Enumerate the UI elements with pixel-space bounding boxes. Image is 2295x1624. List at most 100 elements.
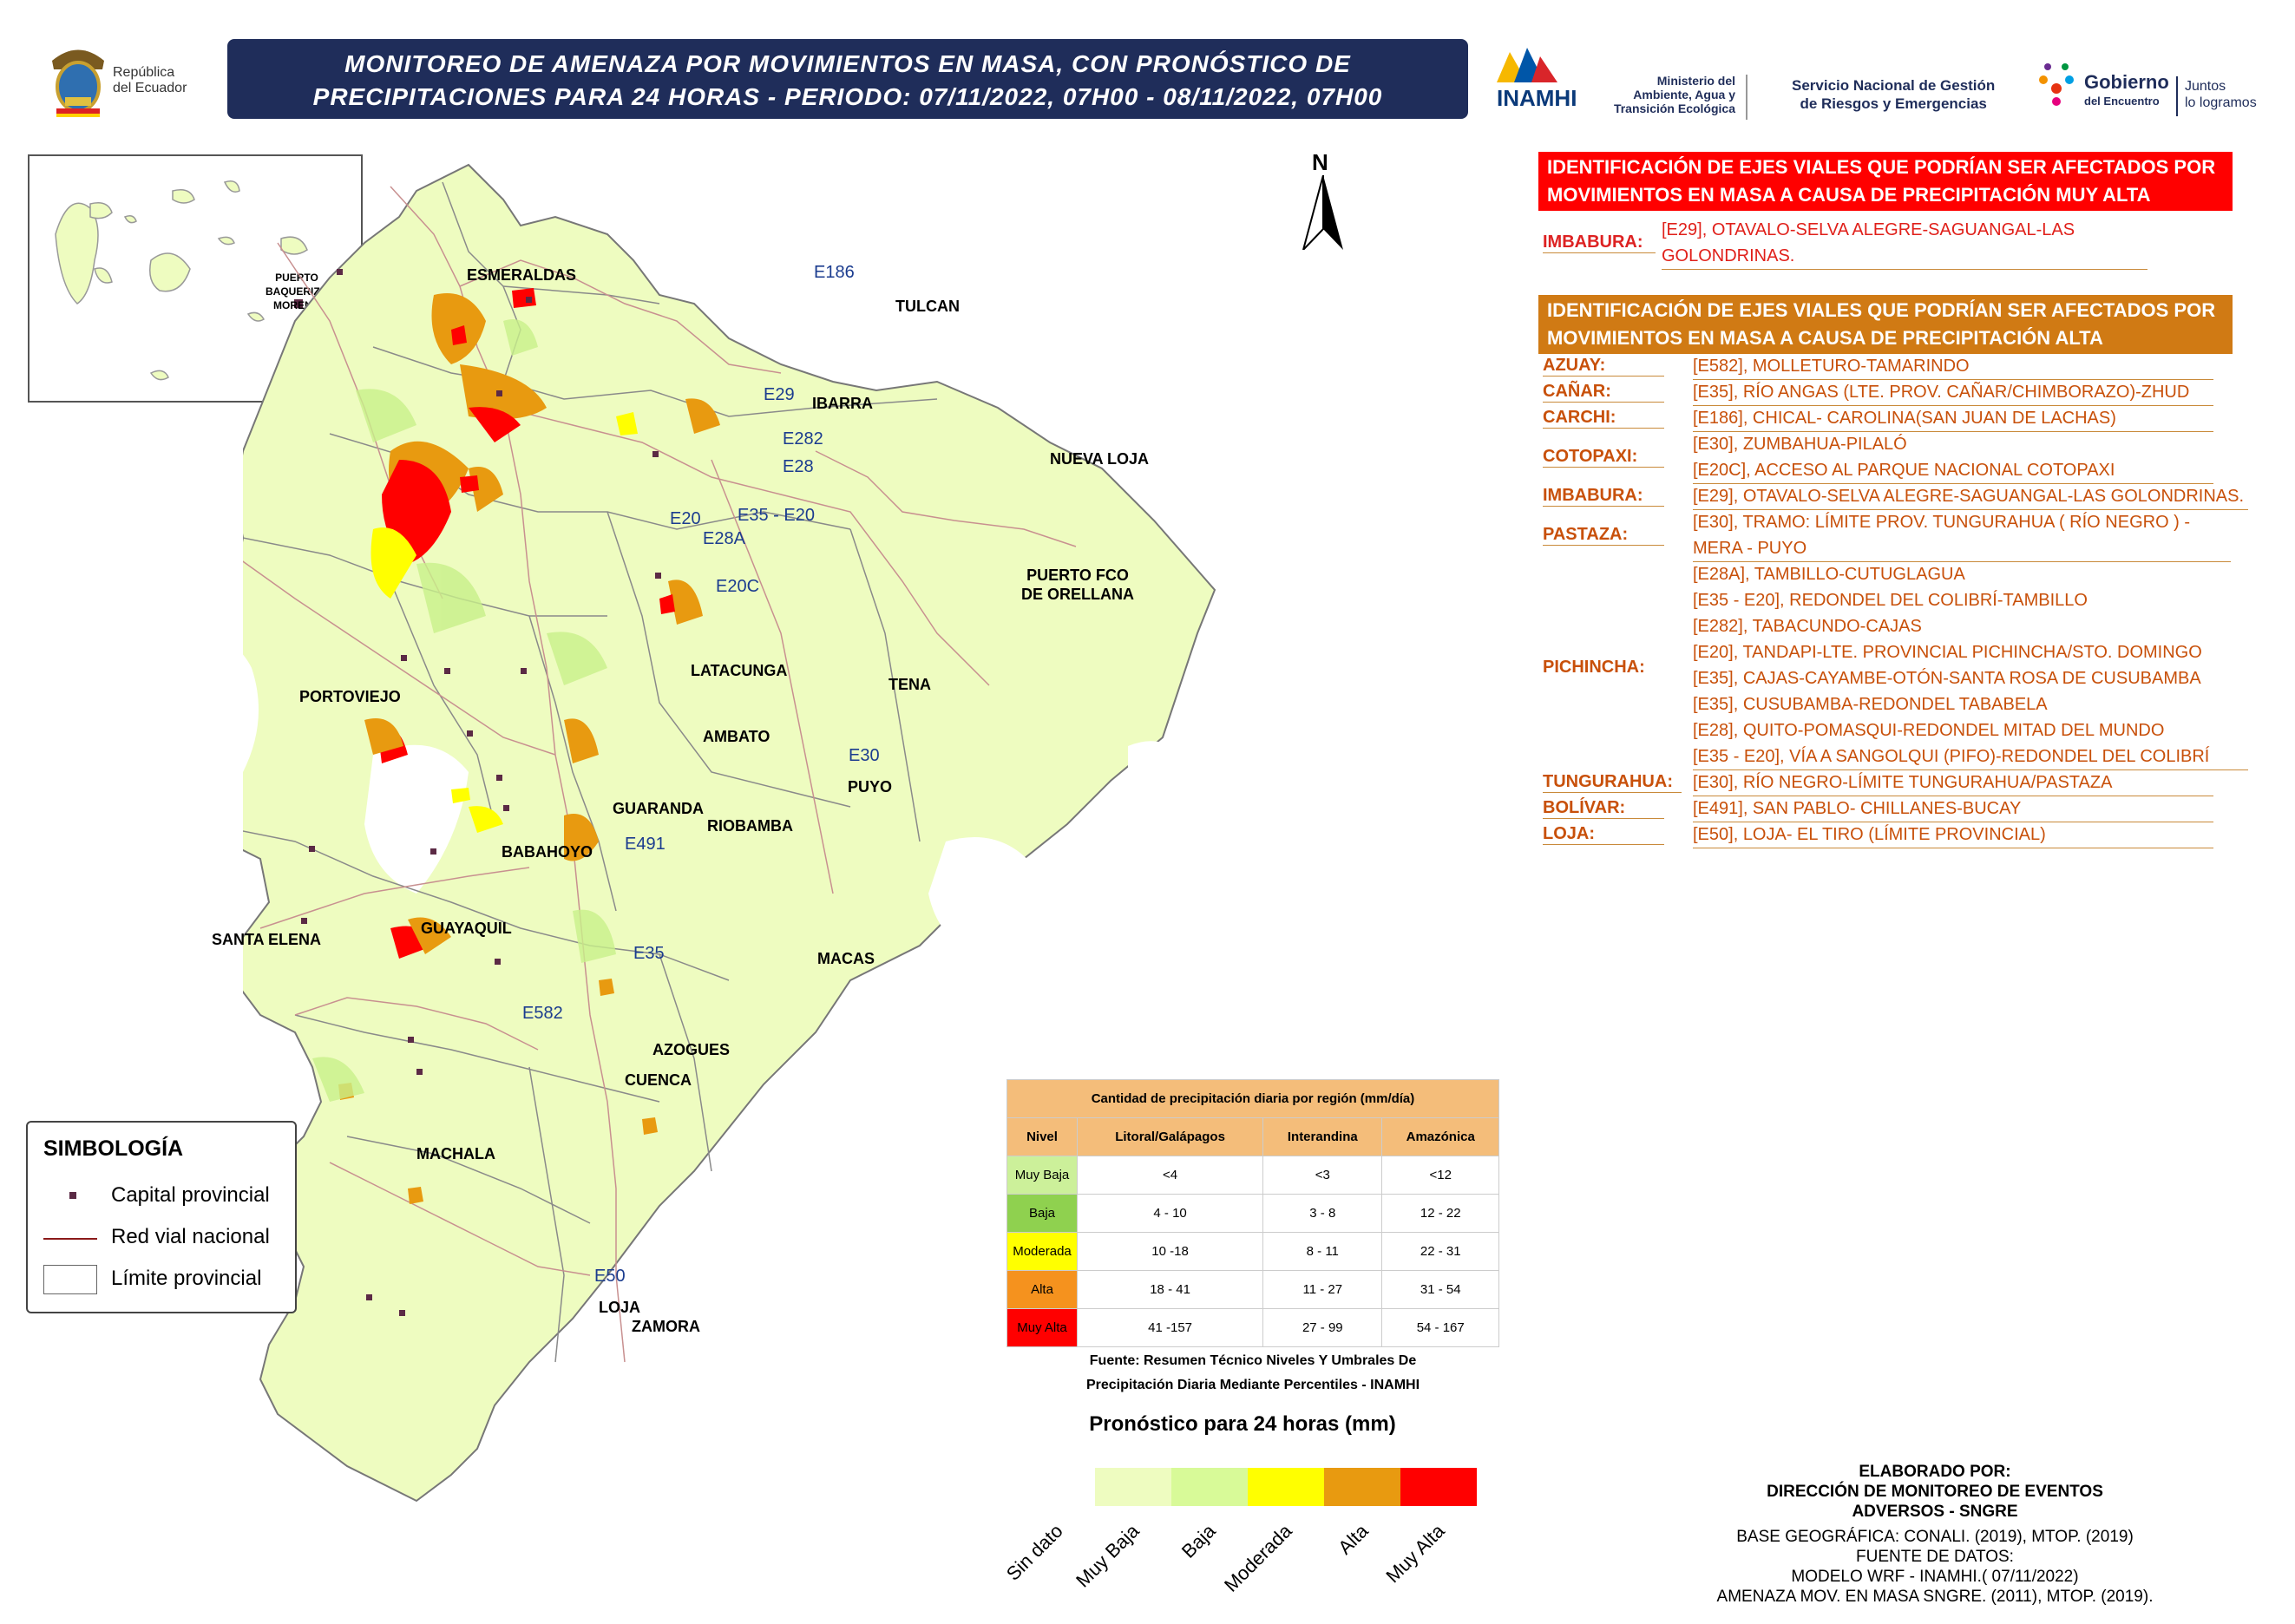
- table-header: Interandina: [1262, 1117, 1383, 1156]
- level-muy-alta: Muy Alta: [1007, 1308, 1078, 1347]
- table-cell: 10 -18: [1076, 1232, 1264, 1271]
- precipitation-hotspots: [338, 288, 720, 1204]
- city-tena: TENA: [888, 676, 931, 693]
- prov-azuay: AZUAY:: [1543, 356, 1664, 377]
- city-ambato: AMBATO: [703, 728, 770, 745]
- city-babahoyo: BABAHOYO: [502, 843, 593, 861]
- city-guayaquil: GUAYAQUIL: [421, 920, 512, 937]
- level-baja: Baja: [1007, 1194, 1078, 1233]
- road-label-e35: E35: [633, 944, 665, 963]
- level-muy-baja: Muy Baja: [1007, 1156, 1078, 1195]
- road-label-e30: E30: [849, 746, 880, 765]
- symbology-limit-label: Límite provincial: [111, 1267, 262, 1290]
- table-header: Amazónica: [1381, 1117, 1499, 1156]
- table-cell: 4 - 10: [1076, 1194, 1264, 1233]
- table-header: Nivel: [1007, 1117, 1078, 1156]
- table-title: Cantidad de precipitación diaria por reg…: [1007, 1079, 1499, 1118]
- table-cell: 54 - 167: [1381, 1308, 1499, 1347]
- city-guaranda: GUARANDA: [613, 800, 704, 817]
- prov-pichincha: PICHINCHA:: [1543, 658, 1645, 677]
- prov-carchi: CARCHI:: [1543, 408, 1664, 429]
- road-tungurahua: [E30], RÍO NEGRO-LÍMITE TUNGURAHUA/PASTA…: [1693, 769, 2213, 796]
- capital-marker: [294, 299, 303, 308]
- forecast-legend-title: Pronóstico para 24 horas (mm): [1089, 1412, 1396, 1436]
- city-machala: MACHALA: [416, 1145, 495, 1162]
- city-latacunga: LATACUNGA: [691, 662, 788, 679]
- level-moderada: Moderada: [1007, 1232, 1078, 1271]
- road-label-e582: E582: [522, 1004, 563, 1023]
- road-line-icon: [43, 1238, 97, 1240]
- table-cell: 22 - 31: [1381, 1232, 1499, 1271]
- institution-logos: INAMHI Ministerio del Ambiente, Agua y T…: [1492, 43, 2291, 121]
- road-pichincha-6: [E35], CUSUBAMBA-REDONDEL TABABELA: [1693, 695, 2048, 714]
- symbology-road-label: Red vial nacional: [111, 1225, 270, 1248]
- city-zamora: ZAMORA: [632, 1318, 700, 1335]
- muy-alta-province: IMBABURA:: [1543, 232, 1656, 253]
- national-roads: [243, 186, 1077, 1363]
- prov-bolivar: BOLÍVAR:: [1543, 798, 1664, 819]
- forecast-swatch-alta: [1400, 1468, 1477, 1506]
- muy-alta-header: IDENTIFICACIÓN DE EJES VIALES QUE PODRÍA…: [1538, 152, 2233, 211]
- table-source: Fuente: Resumen Técnico Niveles Y Umbral…: [1085, 1353, 1420, 1392]
- gobierno-label: Gobierno del Encuentro: [2084, 71, 2169, 108]
- table-row: Muy Alta 41 -157 27 - 99 54 - 167: [1007, 1308, 1499, 1347]
- city-portoviejo: PORTOVIEJO: [299, 688, 401, 705]
- table-cell: 31 - 54: [1381, 1270, 1499, 1309]
- road-imbabura: [E29], OTAVALO-SELVA ALEGRE-SAGUANGAL-LA…: [1693, 483, 2248, 510]
- city-riobamba: RIOBAMBA: [707, 817, 793, 835]
- city-puerto-fco-de-orellana: PUERTO FCO DE ORELLANA: [1021, 566, 1134, 603]
- road-label-e50: E50: [594, 1267, 626, 1286]
- road-pichincha-8: [E35 - E20], VÍA A SANGOLQUI (PIFO)-REDO…: [1693, 743, 2248, 770]
- road-loja: [E50], LOJA- EL TIRO (LÍMITE PROVINCIAL): [1693, 822, 2213, 848]
- prov-imbabura: IMBABURA:: [1543, 486, 1664, 507]
- north-arrow-label: N: [1312, 149, 1328, 175]
- galapagos-islands: [55, 180, 308, 381]
- ecuador-forecast-map: [243, 163, 1216, 1503]
- table-cell: <12: [1381, 1156, 1499, 1195]
- table-cell: 12 - 22: [1381, 1194, 1499, 1233]
- province-limit-icon: [43, 1265, 97, 1294]
- table-cell: 11 - 27: [1262, 1270, 1383, 1309]
- province-boundaries: [243, 181, 938, 1363]
- road-label-e491: E491: [625, 835, 666, 854]
- inamhi-logo-icon: [1497, 48, 1557, 82]
- city-macas: MACAS: [817, 950, 875, 967]
- prov-cotopaxi: COTOPAXI:: [1543, 447, 1664, 468]
- ecuador-coat-of-arms-icon: [52, 49, 104, 117]
- city-puyo: PUYO: [848, 778, 893, 796]
- map-title: MONITOREO DE AMENAZA POR MOVIMIENTOS EN …: [227, 39, 1468, 119]
- road-bolivar: [E491], SAN PABLO- CHILLANES-BUCAY: [1693, 796, 2213, 822]
- alta-header: IDENTIFICACIÓN DE EJES VIALES QUE PODRÍA…: [1538, 295, 2233, 354]
- road-cotopaxi-1: [E30], ZUMBAHUA-PILALÓ: [1693, 435, 1907, 454]
- symbology-capital-label: Capital provincial: [111, 1183, 270, 1207]
- logo-divider-2: [2176, 76, 2178, 116]
- road-pichincha-5: [E35], CAJAS-CAYAMBE-OTÓN-SANTA ROSA DE …: [1693, 669, 2201, 688]
- sngre-label: Servicio Nacional de Gestión de Riesgos …: [1792, 77, 1996, 112]
- city-azogues: AZOGUES: [652, 1041, 731, 1058]
- no-data-patches: [243, 654, 1189, 963]
- road-pichincha-3: [E282], TABACUNDO-CAJAS: [1693, 617, 1922, 636]
- road-label-e20: E20: [670, 509, 701, 528]
- table-row: Baja 4 - 10 3 - 8 12 - 22: [1007, 1194, 1499, 1233]
- table-cell: 41 -157: [1076, 1308, 1264, 1347]
- inamhi-label: INAMHI: [1497, 85, 1577, 111]
- road-label-e186: E186: [814, 263, 855, 282]
- road-azuay: [E582], MOLLETURO-TAMARINDO: [1693, 353, 2213, 380]
- table-row: Alta 18 - 41 11 - 27 31 - 54: [1007, 1270, 1499, 1309]
- road-label-e28: E28: [783, 457, 814, 476]
- precipitation-thresholds-table: Cantidad de precipitación diaria por reg…: [1007, 1079, 1499, 1347]
- prov-loja: LOJA:: [1543, 824, 1664, 845]
- ministerio-label: Ministerio del Ambiente, Agua y Transici…: [1613, 74, 1735, 115]
- gobierno-logo-icon: [2039, 63, 2074, 106]
- road-label-e29: E29: [764, 385, 795, 404]
- city-cuenca: CUENCA: [625, 1071, 692, 1089]
- city-esmeraldas: ESMERALDAS: [467, 266, 577, 284]
- logo-divider: [1746, 75, 1747, 120]
- road-pichincha-1: [E28A], TAMBILLO-CUTUGLAGUA: [1693, 565, 1965, 584]
- road-label-e28a: E28A: [703, 529, 745, 548]
- road-cotopaxi-2: [E20C], ACCESO AL PARQUE NACIONAL COTOPA…: [1693, 457, 2213, 484]
- road-pichincha-7: [E28], QUITO-POMASQUI-REDONDEL MITAD DEL…: [1693, 721, 2165, 740]
- prov-canar: CAÑAR:: [1543, 382, 1664, 403]
- forecast-swatch-moderada: [1324, 1468, 1400, 1506]
- forecast-swatch-sin-dato: [1095, 1468, 1171, 1506]
